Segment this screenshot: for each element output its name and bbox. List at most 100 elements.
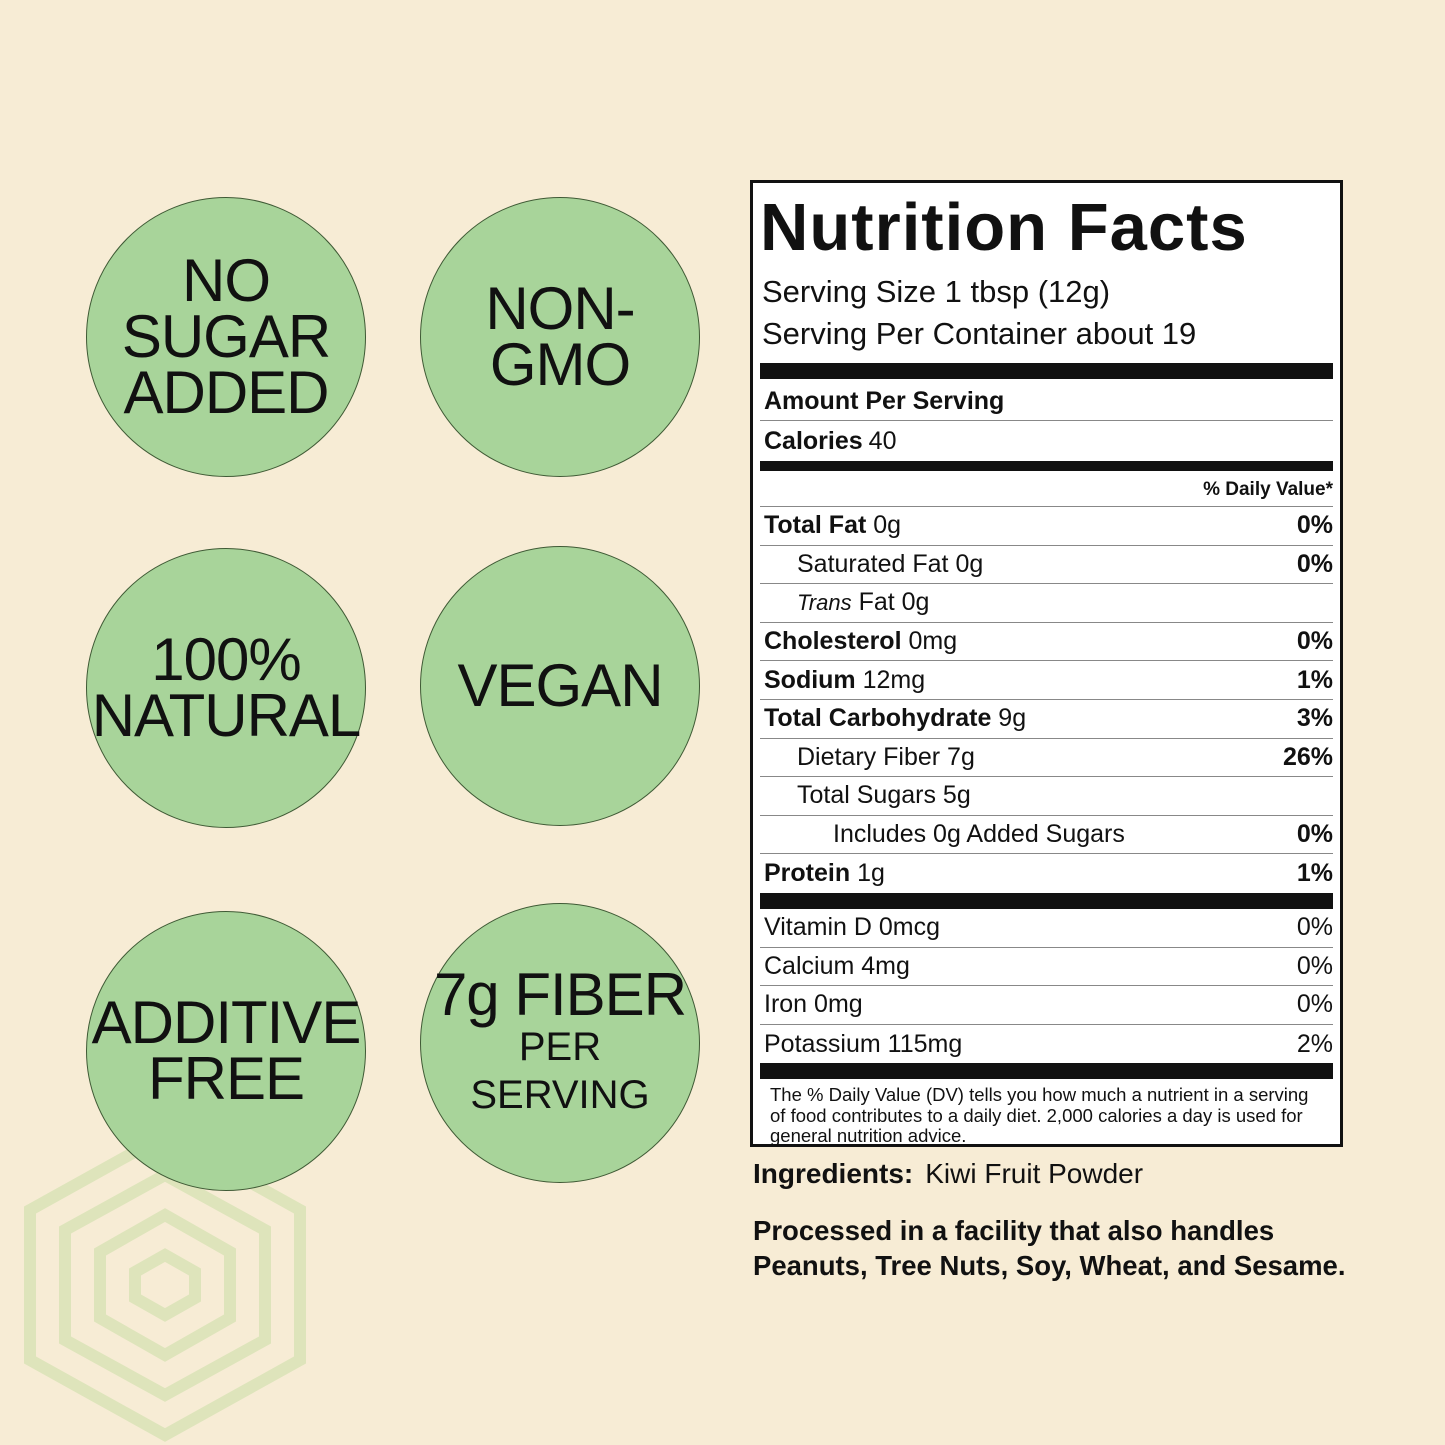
nutrient-name: Saturated Fat xyxy=(797,549,949,578)
nutrient-row: Saturated Fat 0g 0% xyxy=(760,546,1333,585)
badge-text: GMO xyxy=(489,331,631,398)
badge-text: 100% xyxy=(151,626,301,693)
dv-header: % Daily Value* xyxy=(760,471,1333,507)
nutrient-amount: 0mg xyxy=(908,627,958,656)
badge-text: SUGAR xyxy=(121,303,331,370)
nutrient-row: Trans Fat 0g xyxy=(760,584,1333,623)
badge: 7g FIBER PER SERVING xyxy=(420,903,700,1183)
nutrient-name: Includes 0g Added Sugars xyxy=(833,820,1125,849)
ingredients-value: Kiwi Fruit Powder xyxy=(925,1158,1144,1189)
panel-title: Nutrition Facts xyxy=(760,190,1248,265)
nutrient-name: Dietary Fiber xyxy=(797,742,941,771)
badge: NO SUGAR ADDED xyxy=(86,197,366,477)
nutrient-amount: 5g xyxy=(942,781,971,810)
vitamin: Iron 0mg xyxy=(764,990,863,1019)
vitamin-name: Calcium xyxy=(764,951,855,980)
nutrient-amount: 7g xyxy=(947,742,975,771)
nutrient-row: Dietary Fiber 7g 26% xyxy=(760,739,1333,778)
daily-value: 0% xyxy=(1296,820,1333,849)
badge-text: FREE xyxy=(147,1045,305,1112)
nutrient-name-italic: Trans xyxy=(797,590,852,616)
badge: NON- GMO xyxy=(420,197,700,477)
nutrient: Cholesterol 0mg xyxy=(764,627,957,656)
servings: Serving Per Container about 19 xyxy=(762,316,1197,351)
badge-text: SERVING xyxy=(470,1073,650,1117)
daily-value: 26% xyxy=(1282,742,1333,771)
amount-header: Amount Per Serving xyxy=(760,379,1333,421)
nutrient: Includes 0g Added Sugars xyxy=(833,820,1125,849)
ingredients-label: Ingredients: xyxy=(753,1158,914,1189)
calories-value: 40 xyxy=(868,426,897,455)
badge-text: NON- xyxy=(485,275,635,342)
vitamin-amount: 0mcg xyxy=(878,913,941,942)
hexagon-decor xyxy=(24,1128,306,1442)
daily-value: 2% xyxy=(1296,1029,1333,1058)
badge-text: 7g FIBER xyxy=(433,961,687,1028)
thick-bar xyxy=(760,461,1333,471)
ingredients: Ingredients: Kiwi Fruit Powder xyxy=(753,1158,1143,1190)
vitamin-name: Iron xyxy=(764,990,808,1019)
allergen-text: Processed in a facility that also handle… xyxy=(753,1215,1346,1281)
vitamin-name: Vitamin D xyxy=(764,913,872,942)
nutrient-name: Fat xyxy=(858,588,895,617)
badge-text: ADDITIVE xyxy=(91,989,362,1056)
vitamin-row: Potassium 115mg 2% xyxy=(760,1025,1333,1064)
badge-text: PER xyxy=(518,1025,602,1069)
vitamin: Vitamin D 0mcg xyxy=(764,913,940,942)
nutrient: Total Sugars 5g xyxy=(797,781,971,810)
nutrient-amount: 0g xyxy=(873,511,902,540)
vitamin: Potassium 115mg xyxy=(764,1030,962,1059)
daily-value: 0% xyxy=(1296,913,1333,942)
daily-value: 3% xyxy=(1296,704,1333,733)
nutrient: Trans Fat 0g xyxy=(797,588,929,617)
daily-value: 0% xyxy=(1296,511,1333,540)
nutrient: Sodium 12mg xyxy=(764,666,925,695)
nutrient-name: Sodium xyxy=(764,665,856,694)
nutrient-row: Total Carbohydrate 9g 3% xyxy=(760,700,1333,739)
daily-value: 0% xyxy=(1296,627,1333,656)
vitamin-name: Potassium xyxy=(764,1029,881,1058)
nutrient-row: Includes 0g Added Sugars 0% xyxy=(760,816,1333,855)
nutrient-name: Total Fat xyxy=(764,511,867,540)
thick-bar xyxy=(760,1063,1333,1080)
badge: 100% NATURAL xyxy=(86,548,366,828)
nutrient: Protein 1g xyxy=(764,859,885,888)
vitamin-amount: 4mg xyxy=(861,951,910,980)
allergen-statement: Processed in a facility that also handle… xyxy=(753,1213,1353,1283)
vitamin-row: Iron 0mg 0% xyxy=(760,986,1333,1025)
thick-bar xyxy=(760,892,1333,909)
nutrient-amount: 0g xyxy=(955,549,984,578)
nutrient-name: Total Sugars xyxy=(797,781,936,810)
badge-text: VEGAN xyxy=(457,652,663,719)
daily-value: 1% xyxy=(1296,859,1333,888)
footnote: The % Daily Value (DV) tells you how muc… xyxy=(770,1084,1309,1147)
nutrient: Dietary Fiber 7g xyxy=(797,743,975,772)
nutrient-amount: 1g xyxy=(857,859,885,888)
nutrient-name: Total Carbohydrate xyxy=(764,704,992,733)
vitamin: Calcium 4mg xyxy=(764,952,910,981)
badge-text: ADDED xyxy=(123,359,329,426)
serving-size: Serving Size 1 tbsp (12g) xyxy=(762,274,1111,309)
vitamin-amount: 0mg xyxy=(814,990,863,1019)
daily-value: 0% xyxy=(1296,549,1333,578)
nutrient-row: Cholesterol 0mg 0% xyxy=(760,623,1333,662)
badge: ADDITIVE FREE xyxy=(86,911,366,1191)
nutrient-row: Total Fat 0g 0% xyxy=(760,507,1333,546)
vitamin-row: Calcium 4mg 0% xyxy=(760,948,1333,987)
nutrient: Total Fat 0g xyxy=(764,511,901,540)
nutrient: Saturated Fat 0g xyxy=(797,550,983,579)
nutrient-name: Cholesterol xyxy=(764,627,902,656)
badge: VEGAN xyxy=(420,546,700,826)
nutrient-row: Total Sugars 5g xyxy=(760,777,1333,816)
vitamin-amount: 115mg xyxy=(887,1029,963,1058)
nutrient-amount: 12mg xyxy=(862,665,926,694)
daily-value: 0% xyxy=(1296,990,1333,1019)
daily-value: 1% xyxy=(1296,665,1333,694)
thick-bar xyxy=(760,363,1333,379)
calories-label: Calories xyxy=(764,426,863,455)
nutrient-row: Protein 1g 1% xyxy=(760,854,1333,893)
badge-text: NATURAL xyxy=(91,682,362,749)
daily-value: 0% xyxy=(1296,951,1333,980)
badge-text: NO xyxy=(182,247,271,314)
